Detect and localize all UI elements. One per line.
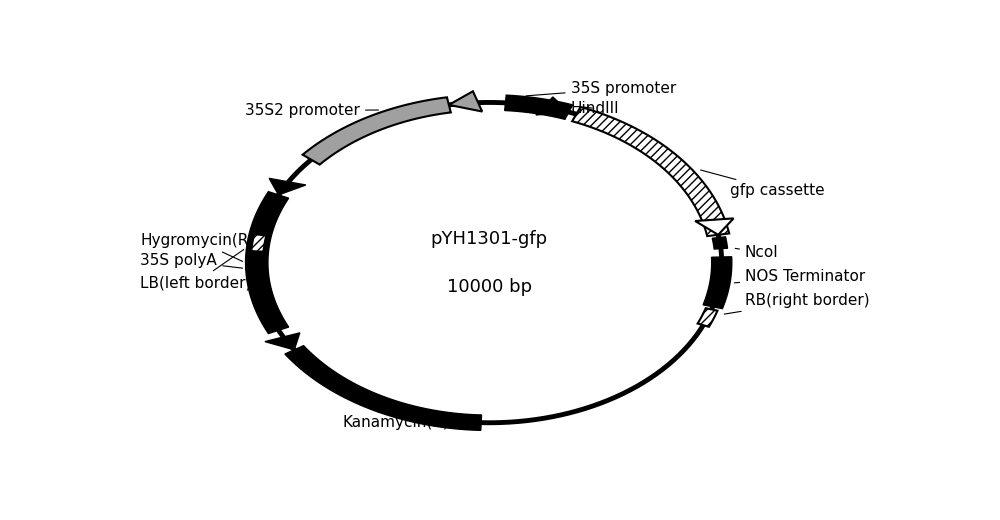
Polygon shape bbox=[303, 97, 451, 165]
Polygon shape bbox=[695, 218, 734, 235]
Text: NcoI: NcoI bbox=[735, 245, 779, 260]
Text: pYH1301-gfp: pYH1301-gfp bbox=[431, 229, 548, 248]
Text: 35S polyA: 35S polyA bbox=[140, 253, 243, 268]
Polygon shape bbox=[698, 308, 717, 327]
Polygon shape bbox=[703, 257, 732, 309]
Polygon shape bbox=[251, 234, 266, 252]
Text: Hygromycin(R): Hygromycin(R) bbox=[140, 233, 255, 262]
Polygon shape bbox=[247, 257, 269, 286]
Text: Kanamycin(R): Kanamycin(R) bbox=[342, 412, 449, 430]
Polygon shape bbox=[712, 237, 728, 249]
Polygon shape bbox=[572, 107, 729, 236]
Polygon shape bbox=[285, 346, 482, 431]
Text: 10000 bp: 10000 bp bbox=[447, 278, 532, 296]
Text: RB(right border): RB(right border) bbox=[724, 293, 870, 314]
Polygon shape bbox=[265, 333, 300, 350]
Text: LB(left border): LB(left border) bbox=[140, 250, 252, 290]
Polygon shape bbox=[505, 95, 573, 119]
Text: gfp cassette: gfp cassette bbox=[701, 170, 824, 198]
Text: 35S promoter: 35S promoter bbox=[526, 81, 676, 96]
Polygon shape bbox=[269, 178, 306, 195]
Polygon shape bbox=[449, 91, 482, 111]
Polygon shape bbox=[246, 192, 289, 333]
Polygon shape bbox=[536, 97, 569, 115]
Text: NOS Terminator: NOS Terminator bbox=[734, 269, 865, 284]
Text: 35S2 promoter: 35S2 promoter bbox=[245, 103, 378, 118]
Text: HindIII: HindIII bbox=[571, 101, 619, 116]
